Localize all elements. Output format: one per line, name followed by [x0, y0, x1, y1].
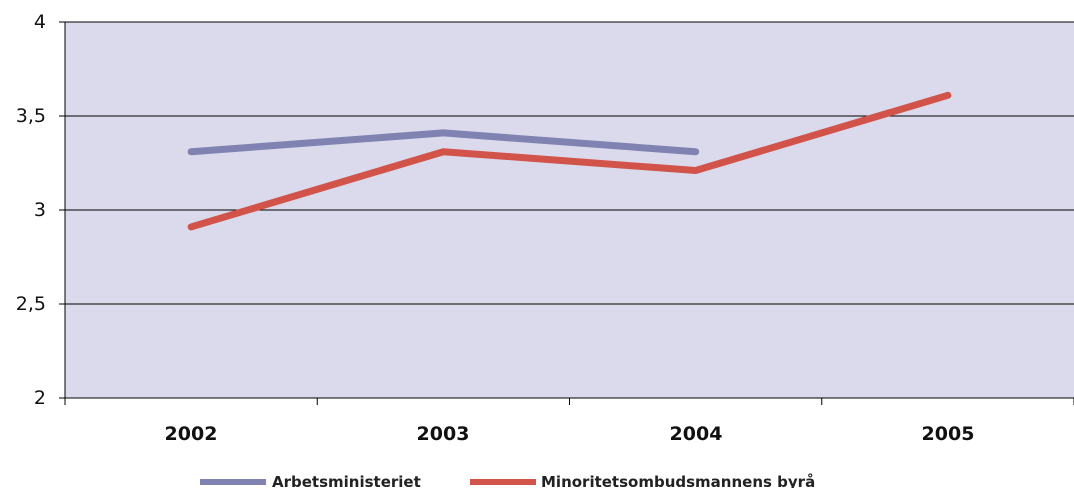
- series-line-minoritetsombudsmannens-byra: [187, 91, 952, 231]
- x-tick-label: 2002: [165, 423, 218, 445]
- y-tick-label: 4: [34, 11, 46, 33]
- x-tick-label: 2005: [922, 423, 975, 445]
- y-tick-label: 3: [34, 199, 46, 221]
- series-lines: [187, 91, 952, 231]
- x-tick-label: 2004: [670, 423, 723, 445]
- legend-label-minoritetsombudsmannens-byra: Minoritetsombudsmannens byrå: [541, 473, 815, 488]
- y-tick-label: 2,5: [16, 293, 46, 315]
- legend: Arbetsministeriet Minoritetsombudsmannen…: [200, 473, 815, 488]
- y-tick-label: 3,5: [16, 105, 46, 127]
- legend-label-arbetsministeriet: Arbetsministeriet: [272, 473, 421, 488]
- x-tick-label: 2003: [417, 423, 470, 445]
- x-axis-ticks: 2002 2003 2004 2005: [165, 423, 975, 445]
- series-line-arbetsministeriet: [187, 129, 700, 156]
- y-axis-ticks: 2 2,5 3 3,5 4: [16, 11, 46, 409]
- y-tick-label: 2: [34, 387, 46, 409]
